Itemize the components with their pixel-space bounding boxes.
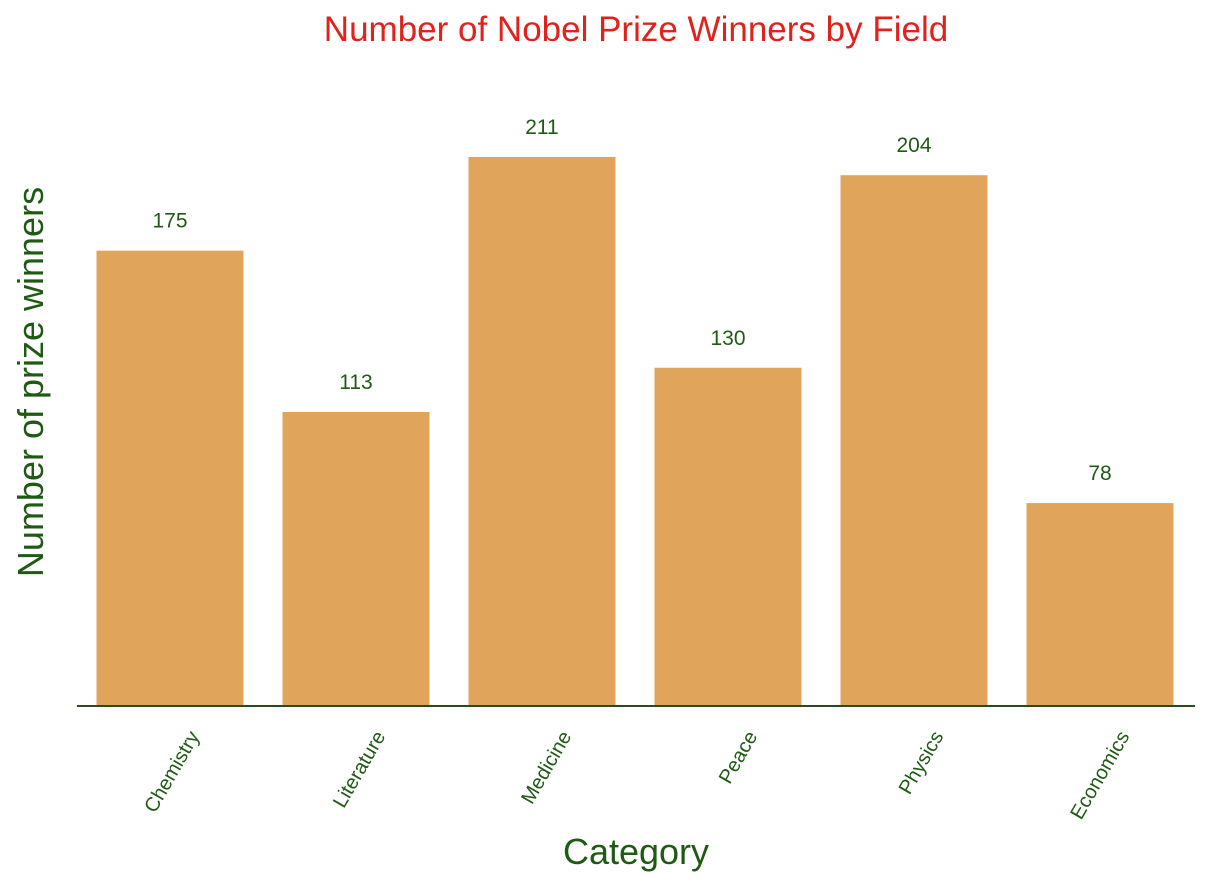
x-tick-medicine: Medicine [517,728,576,808]
y-axis-label: Number of prize winners [10,187,51,577]
x-tick-peace: Peace [715,728,762,788]
bar-peace [654,367,802,706]
bar-literature [282,411,430,706]
value-label-chemistry: 175 [152,210,187,233]
x-tick-labels: Chemistry Literature Medicine Peace Physics E… [140,728,1134,824]
bar-medicine [468,157,616,706]
bar-chemistry [96,250,244,706]
value-label-literature: 113 [339,371,372,394]
bar-physics [840,175,988,707]
x-tick-economics: Economics [1066,728,1134,824]
x-tick-literature: Literature [329,728,390,812]
chart-title: Number of Nobel Prize Winners by Field [324,10,948,49]
bar-economics [1026,503,1174,706]
value-labels: 175 113 211 130 204 78 [152,116,1111,485]
value-label-physics: 204 [896,134,931,157]
value-label-medicine: 211 [525,116,558,139]
value-label-peace: 130 [710,327,745,350]
value-label-economics: 78 [1088,462,1111,485]
x-tick-physics: Physics [895,728,949,799]
x-axis-label: Category [563,831,709,872]
x-tick-chemistry: Chemistry [140,728,204,817]
bars [96,157,1174,707]
